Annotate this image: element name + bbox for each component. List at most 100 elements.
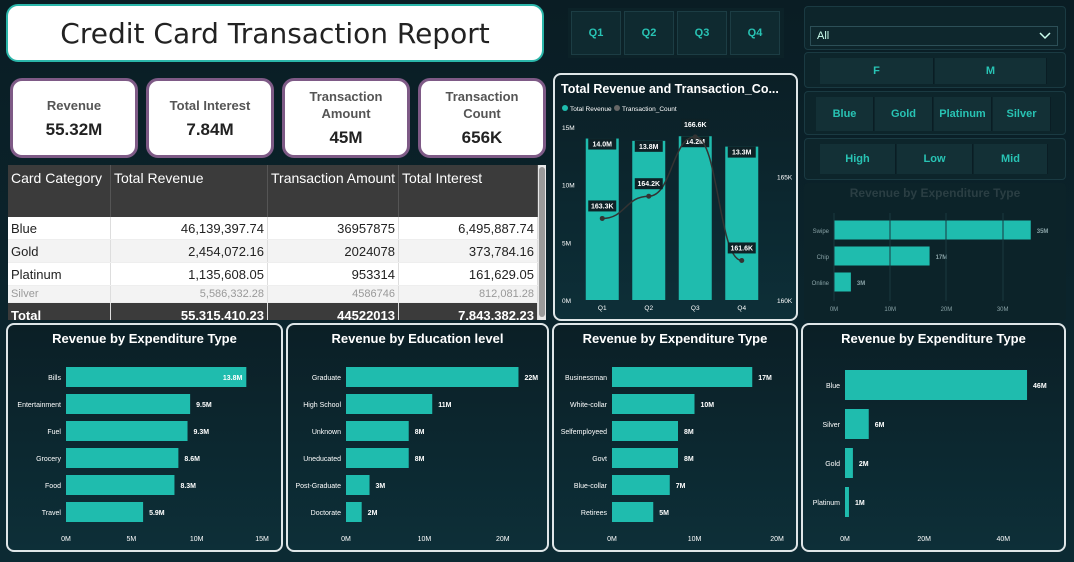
tick-label: 10M — [190, 536, 204, 543]
tick-label: 20M — [917, 536, 931, 543]
chart-title: Revenue by Expenditure Type — [582, 331, 768, 346]
dropdown-select[interactable]: All — [810, 26, 1058, 46]
category-label: Selfemployeed — [561, 429, 607, 436]
table-header[interactable]: Transaction Amount — [267, 165, 399, 217]
bar — [845, 370, 1028, 400]
data-label: 1M — [855, 500, 865, 507]
table-header[interactable]: Card Category — [8, 165, 111, 217]
bar — [66, 421, 188, 441]
bar — [66, 367, 247, 387]
data-label: 6M — [875, 422, 885, 429]
tick-label: 40M — [996, 536, 1010, 543]
bar — [612, 448, 678, 468]
table-header[interactable]: Total Interest — [398, 165, 538, 217]
tick-label: 10M — [562, 183, 575, 190]
kpi-value: 55.32M — [45, 119, 103, 139]
income-button-mid[interactable]: Mid — [974, 144, 1048, 174]
quarter-button-q4[interactable]: Q4 — [730, 11, 780, 55]
table-cell: 55,315,410.23 — [110, 302, 268, 320]
quarter-button-q3[interactable]: Q3 — [677, 11, 727, 55]
table-row: Silver 5,586,332.28 4586746 812,081.28 — [8, 285, 538, 303]
category-label: Unknown — [312, 429, 341, 436]
bar — [678, 136, 712, 300]
data-label-bg — [588, 200, 617, 212]
income-button-high[interactable]: High — [820, 144, 896, 174]
data-label: 3M — [376, 483, 386, 490]
table-cell: Platinum — [8, 262, 111, 286]
kpi-interest-card: Total Interest 7.84M — [146, 78, 274, 158]
table-cell: 46,139,397.74 — [110, 217, 268, 240]
data-label-bg — [588, 138, 617, 150]
data-label: 5M — [659, 510, 669, 517]
kpi-amount-card: Transaction Amount 45M — [282, 78, 410, 158]
category-label: Gold — [825, 461, 840, 468]
quarter-button-q2[interactable]: Q2 — [624, 11, 674, 55]
category-button-platinum[interactable]: Platinum — [934, 97, 992, 131]
data-label: 11M — [438, 402, 451, 409]
quarter-button-q1[interactable]: Q1 — [571, 11, 621, 55]
category-chart: Blue 46M Silver 6M Gold 2M Platinum 1M 0M 20M 40M — [813, 370, 1047, 543]
bar — [834, 246, 930, 266]
data-label: 8M — [684, 456, 694, 463]
dropdown-value: All — [817, 30, 830, 42]
table-header[interactable]: Total Revenue — [110, 165, 268, 217]
table-cell: 1,135,608.05 — [110, 262, 268, 286]
data-label: 13.8M — [639, 144, 659, 151]
bar — [632, 140, 666, 300]
data-label: 46M — [1033, 383, 1047, 390]
category-label: Silver — [822, 422, 840, 429]
data-label: 166.6K — [684, 122, 707, 129]
tick-label: 15M — [562, 125, 575, 132]
bar — [612, 394, 695, 414]
report-title-card: Credit Card Transaction Report — [6, 4, 544, 62]
bar — [346, 475, 370, 495]
category-label: Uneducated — [303, 456, 341, 463]
data-label: 13.3M — [732, 150, 752, 157]
tick-label: 20M — [496, 536, 510, 543]
data-label: 161.6K — [730, 245, 753, 252]
bar — [66, 502, 144, 522]
expenditure-chart: Bills 13.8M Entertainment 9.5M Fuel 9.3M Groce… — [17, 367, 269, 543]
category-label: Doctorate — [311, 510, 341, 517]
gender-button-m[interactable]: M — [935, 58, 1047, 84]
table-total-row: Total 55,315,410.23 44522013 7,843,382.2… — [8, 302, 538, 320]
data-label: 8M — [415, 429, 425, 436]
category-label: Chip — [817, 255, 830, 261]
scrollbar-thumb[interactable] — [539, 167, 545, 317]
bar — [834, 220, 1031, 240]
expenditure-panel: Revenue by Expenditure Type Bills 13.8M En… — [6, 323, 283, 552]
report-title: Credit Card Transaction Report — [60, 16, 490, 50]
data-label: 9.3M — [194, 429, 210, 436]
data-label: 8M — [684, 429, 694, 436]
education-panel: Revenue by Education level Graduate 22M Hi… — [286, 323, 549, 552]
table-cell: Blue — [8, 217, 111, 240]
data-label-bg — [681, 136, 710, 148]
bar — [612, 421, 678, 441]
table-cell: 2,454,072.16 — [110, 239, 268, 263]
tick-label: 10M — [688, 536, 702, 543]
table-cell: 2024078 — [267, 239, 399, 263]
category-button-blue[interactable]: Blue — [816, 97, 874, 131]
category-label: Food — [45, 483, 61, 490]
gender-button-f[interactable]: F — [820, 58, 934, 84]
category-panel: Revenue by Expenditure Type Blue 46M Silve… — [801, 323, 1066, 552]
data-label: 5.9M — [149, 510, 165, 517]
data-label: 164.2K — [637, 181, 660, 188]
bar — [845, 448, 853, 478]
tick-label: Q2 — [644, 305, 653, 312]
kpi-label: Revenue — [46, 97, 102, 113]
category-button-silver[interactable]: Silver — [993, 97, 1051, 131]
bar — [66, 448, 179, 468]
kpi-label: Transaction Count — [445, 89, 519, 121]
data-label-bg — [727, 146, 756, 158]
data-label: 8.6M — [184, 456, 200, 463]
kpi-value: 7.84M — [186, 119, 234, 139]
tick-label: 20M — [770, 536, 784, 543]
combo-chart-panel: Total Revenue and Transaction_Co... Tota… — [553, 73, 798, 321]
category-label: Grocery — [36, 456, 61, 463]
table-scrollbar[interactable] — [538, 165, 546, 320]
income-button-low[interactable]: Low — [897, 144, 973, 174]
bar — [66, 394, 191, 414]
table-row: Gold 2,454,072.16 2024078 373,784.16 — [8, 239, 538, 263]
category-button-gold[interactable]: Gold — [875, 97, 933, 131]
